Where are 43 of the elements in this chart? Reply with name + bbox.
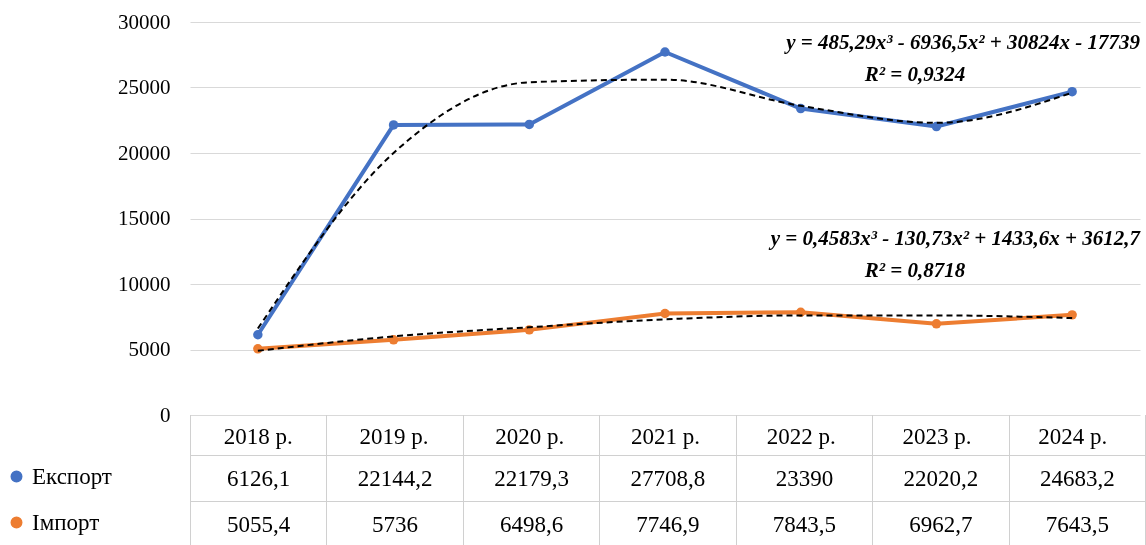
point <box>660 308 670 319</box>
y-tick-label: 25000 <box>118 75 171 99</box>
data-label: 22144,2 <box>326 455 464 502</box>
y-tick-label: 0 <box>160 402 171 427</box>
legend-label: Імпорт <box>32 509 100 535</box>
data-label: 24683,2 <box>1009 455 1146 502</box>
x-tick-label: 2019 р. <box>359 423 429 449</box>
data-label: 5736 <box>326 501 464 545</box>
y-tick-label: 10000 <box>118 271 171 296</box>
y-tick-label: 5000 <box>128 337 171 361</box>
data-label: 6498,6 <box>463 501 600 545</box>
data-label: 6126,1 <box>190 455 327 502</box>
point <box>253 330 263 340</box>
data-label: 27708,8 <box>599 455 737 502</box>
x-tick-label: 2021 р. <box>631 423 700 449</box>
data-label: 23390 <box>736 455 873 502</box>
point <box>931 121 942 132</box>
point <box>388 120 399 130</box>
point <box>524 119 535 130</box>
x-tick-label: 2024 р. <box>1038 423 1108 449</box>
y-tick-label: 20000 <box>118 140 171 165</box>
y-tick-label: 30000 <box>118 9 171 34</box>
legend-label: Експорт <box>32 463 112 489</box>
annotation: R² = 0,9324 <box>864 62 966 87</box>
point <box>1067 86 1077 97</box>
point <box>1067 310 1077 320</box>
data-label: 7643,5 <box>1009 501 1146 545</box>
data-label: 7746,9 <box>599 501 737 545</box>
data-label: 5055,4 <box>190 501 327 545</box>
x-tick-label: 2022 р. <box>766 423 836 449</box>
data-label: 6962,7 <box>872 501 1010 545</box>
point <box>660 47 670 57</box>
x-tick-label: 2018 р. <box>223 423 293 449</box>
y-tick-label: 15000 <box>118 206 171 230</box>
x-tick-label: 2020 р. <box>495 423 565 449</box>
data-label: 7843,5 <box>736 501 873 545</box>
x-tick-label: 2023 р. <box>902 423 972 449</box>
annotation: R² = 0,8718 <box>864 258 966 283</box>
annotation: y = 485,29x³ - 6936,5x² + 30824x - 17739 <box>786 30 1140 55</box>
data-label: 22179,3 <box>463 455 600 502</box>
point <box>931 319 942 329</box>
data-label: 22020,2 <box>872 455 1010 502</box>
annotation: y = 0,4583x³ - 130,73x² + 1433,6x + 3612,7 <box>770 226 1140 251</box>
